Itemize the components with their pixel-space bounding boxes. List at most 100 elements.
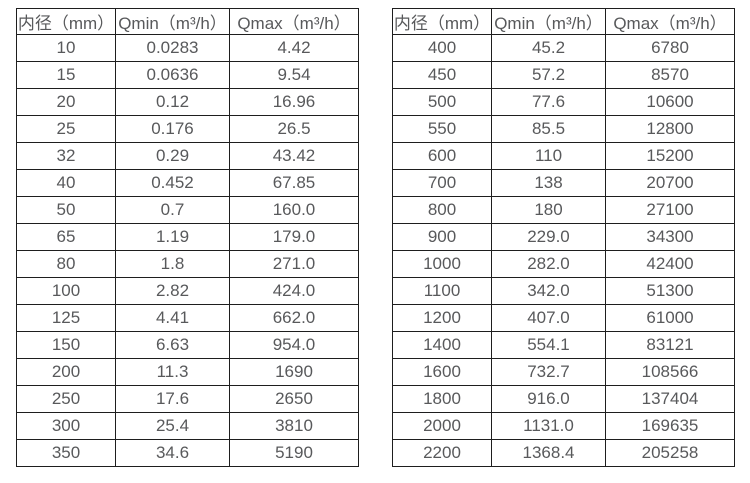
table-cell: 229.0 bbox=[491, 223, 606, 251]
table-cell: 65 bbox=[16, 223, 116, 251]
table-cell: 138 bbox=[491, 169, 606, 197]
table-cell: 662.0 bbox=[229, 304, 359, 332]
table-cell: 85.5 bbox=[491, 115, 606, 143]
table-cell: 2200 bbox=[392, 439, 492, 467]
table-cell: 26.5 bbox=[229, 115, 359, 143]
table-row: 1400 554.1 83121 bbox=[392, 331, 735, 359]
table-cell: 205258 bbox=[605, 439, 735, 467]
table-row: 50 0.7 160.0 bbox=[16, 196, 359, 224]
table-cell: 300 bbox=[16, 412, 116, 440]
table-cell: 77.6 bbox=[491, 88, 606, 116]
table-body: 10 0.0283 4.42 15 0.0636 9.54 20 0.12 16.96 25 0.1… bbox=[16, 34, 359, 467]
table-cell: 1.8 bbox=[115, 250, 230, 278]
table-row: 1000 282.0 42400 bbox=[392, 250, 735, 278]
table-cell: 0.12 bbox=[115, 88, 230, 116]
table-cell: 407.0 bbox=[491, 304, 606, 332]
table-cell: 27100 bbox=[605, 196, 735, 224]
table-cell: 554.1 bbox=[491, 331, 606, 359]
table-cell: 20700 bbox=[605, 169, 735, 197]
table-cell: 1690 bbox=[229, 358, 359, 386]
table-cell: 200 bbox=[16, 358, 116, 386]
table-cell: 57.2 bbox=[491, 61, 606, 89]
table-cell: 0.29 bbox=[115, 142, 230, 170]
flow-table-small-diameters: 内径（mm） Qmin（m³/h） Qmax（m³/h） 10 0.0283 4.4… bbox=[16, 8, 359, 467]
table-cell: 2000 bbox=[392, 412, 492, 440]
table-cell: 1400 bbox=[392, 331, 492, 359]
table-cell: 83121 bbox=[605, 331, 735, 359]
table-cell: 6.63 bbox=[115, 331, 230, 359]
table-cell: 4.42 bbox=[229, 34, 359, 62]
table-cell: 51300 bbox=[605, 277, 735, 305]
table-cell: 1368.4 bbox=[491, 439, 606, 467]
table-cell: 179.0 bbox=[229, 223, 359, 251]
table-row: 65 1.19 179.0 bbox=[16, 223, 359, 251]
table-cell: 954.0 bbox=[229, 331, 359, 359]
table-row: 125 4.41 662.0 bbox=[16, 304, 359, 332]
table-row: 800 180 27100 bbox=[392, 196, 735, 224]
table-cell: 424.0 bbox=[229, 277, 359, 305]
table-cell: 3810 bbox=[229, 412, 359, 440]
table-row: 15 0.0636 9.54 bbox=[16, 61, 359, 89]
header-inner-diameter: 内径（mm） bbox=[392, 8, 492, 35]
tables-container: 内径（mm） Qmin（m³/h） Qmax（m³/h） 10 0.0283 4.4… bbox=[16, 8, 735, 467]
table-row: 2000 1131.0 169635 bbox=[392, 412, 735, 440]
table-cell: 550 bbox=[392, 115, 492, 143]
table-cell: 25.4 bbox=[115, 412, 230, 440]
table-row: 20 0.12 16.96 bbox=[16, 88, 359, 116]
table-cell: 20 bbox=[16, 88, 116, 116]
table-cell: 40 bbox=[16, 169, 116, 197]
header-qmax: Qmax（m³/h） bbox=[605, 8, 735, 35]
table-cell: 16.96 bbox=[229, 88, 359, 116]
table-row: 2200 1368.4 205258 bbox=[392, 439, 735, 467]
table-row: 1600 732.7 108566 bbox=[392, 358, 735, 386]
table-cell: 350 bbox=[16, 439, 116, 467]
table-cell: 110 bbox=[491, 142, 606, 170]
table-cell: 6780 bbox=[605, 34, 735, 62]
table-row: 25 0.176 26.5 bbox=[16, 115, 359, 143]
table-cell: 400 bbox=[392, 34, 492, 62]
table-row: 1200 407.0 61000 bbox=[392, 304, 735, 332]
table-row: 250 17.6 2650 bbox=[16, 385, 359, 413]
table-cell: 11.3 bbox=[115, 358, 230, 386]
header-qmin: Qmin（m³/h） bbox=[115, 8, 230, 35]
table-cell: 61000 bbox=[605, 304, 735, 332]
table-cell: 15200 bbox=[605, 142, 735, 170]
table-cell: 4.41 bbox=[115, 304, 230, 332]
table-row: 600 110 15200 bbox=[392, 142, 735, 170]
table-row: 350 34.6 5190 bbox=[16, 439, 359, 467]
table-cell: 42400 bbox=[605, 250, 735, 278]
table-cell: 1.19 bbox=[115, 223, 230, 251]
table-cell: 800 bbox=[392, 196, 492, 224]
table-row: 80 1.8 271.0 bbox=[16, 250, 359, 278]
table-cell: 500 bbox=[392, 88, 492, 116]
table-row: 1800 916.0 137404 bbox=[392, 385, 735, 413]
table-cell: 0.7 bbox=[115, 196, 230, 224]
table-cell: 0.176 bbox=[115, 115, 230, 143]
table-cell: 137404 bbox=[605, 385, 735, 413]
table-cell: 32 bbox=[16, 142, 116, 170]
table-cell: 600 bbox=[392, 142, 492, 170]
table-cell: 1100 bbox=[392, 277, 492, 305]
table-row: 300 25.4 3810 bbox=[16, 412, 359, 440]
table-cell: 67.85 bbox=[229, 169, 359, 197]
table-cell: 700 bbox=[392, 169, 492, 197]
table-cell: 43.42 bbox=[229, 142, 359, 170]
table-cell: 271.0 bbox=[229, 250, 359, 278]
table-cell: 0.452 bbox=[115, 169, 230, 197]
table-cell: 342.0 bbox=[491, 277, 606, 305]
header-row: 内径（mm） Qmin（m³/h） Qmax（m³/h） bbox=[16, 8, 359, 35]
table-row: 1100 342.0 51300 bbox=[392, 277, 735, 305]
table-cell: 50 bbox=[16, 196, 116, 224]
table-cell: 250 bbox=[16, 385, 116, 413]
table-cell: 732.7 bbox=[491, 358, 606, 386]
table-cell: 17.6 bbox=[115, 385, 230, 413]
table-cell: 0.0636 bbox=[115, 61, 230, 89]
table-cell: 10 bbox=[16, 34, 116, 62]
table-cell: 80 bbox=[16, 250, 116, 278]
table-row: 400 45.2 6780 bbox=[392, 34, 735, 62]
table-cell: 15 bbox=[16, 61, 116, 89]
table-cell: 10600 bbox=[605, 88, 735, 116]
table-cell: 150 bbox=[16, 331, 116, 359]
table-cell: 0.0283 bbox=[115, 34, 230, 62]
table-cell: 8570 bbox=[605, 61, 735, 89]
